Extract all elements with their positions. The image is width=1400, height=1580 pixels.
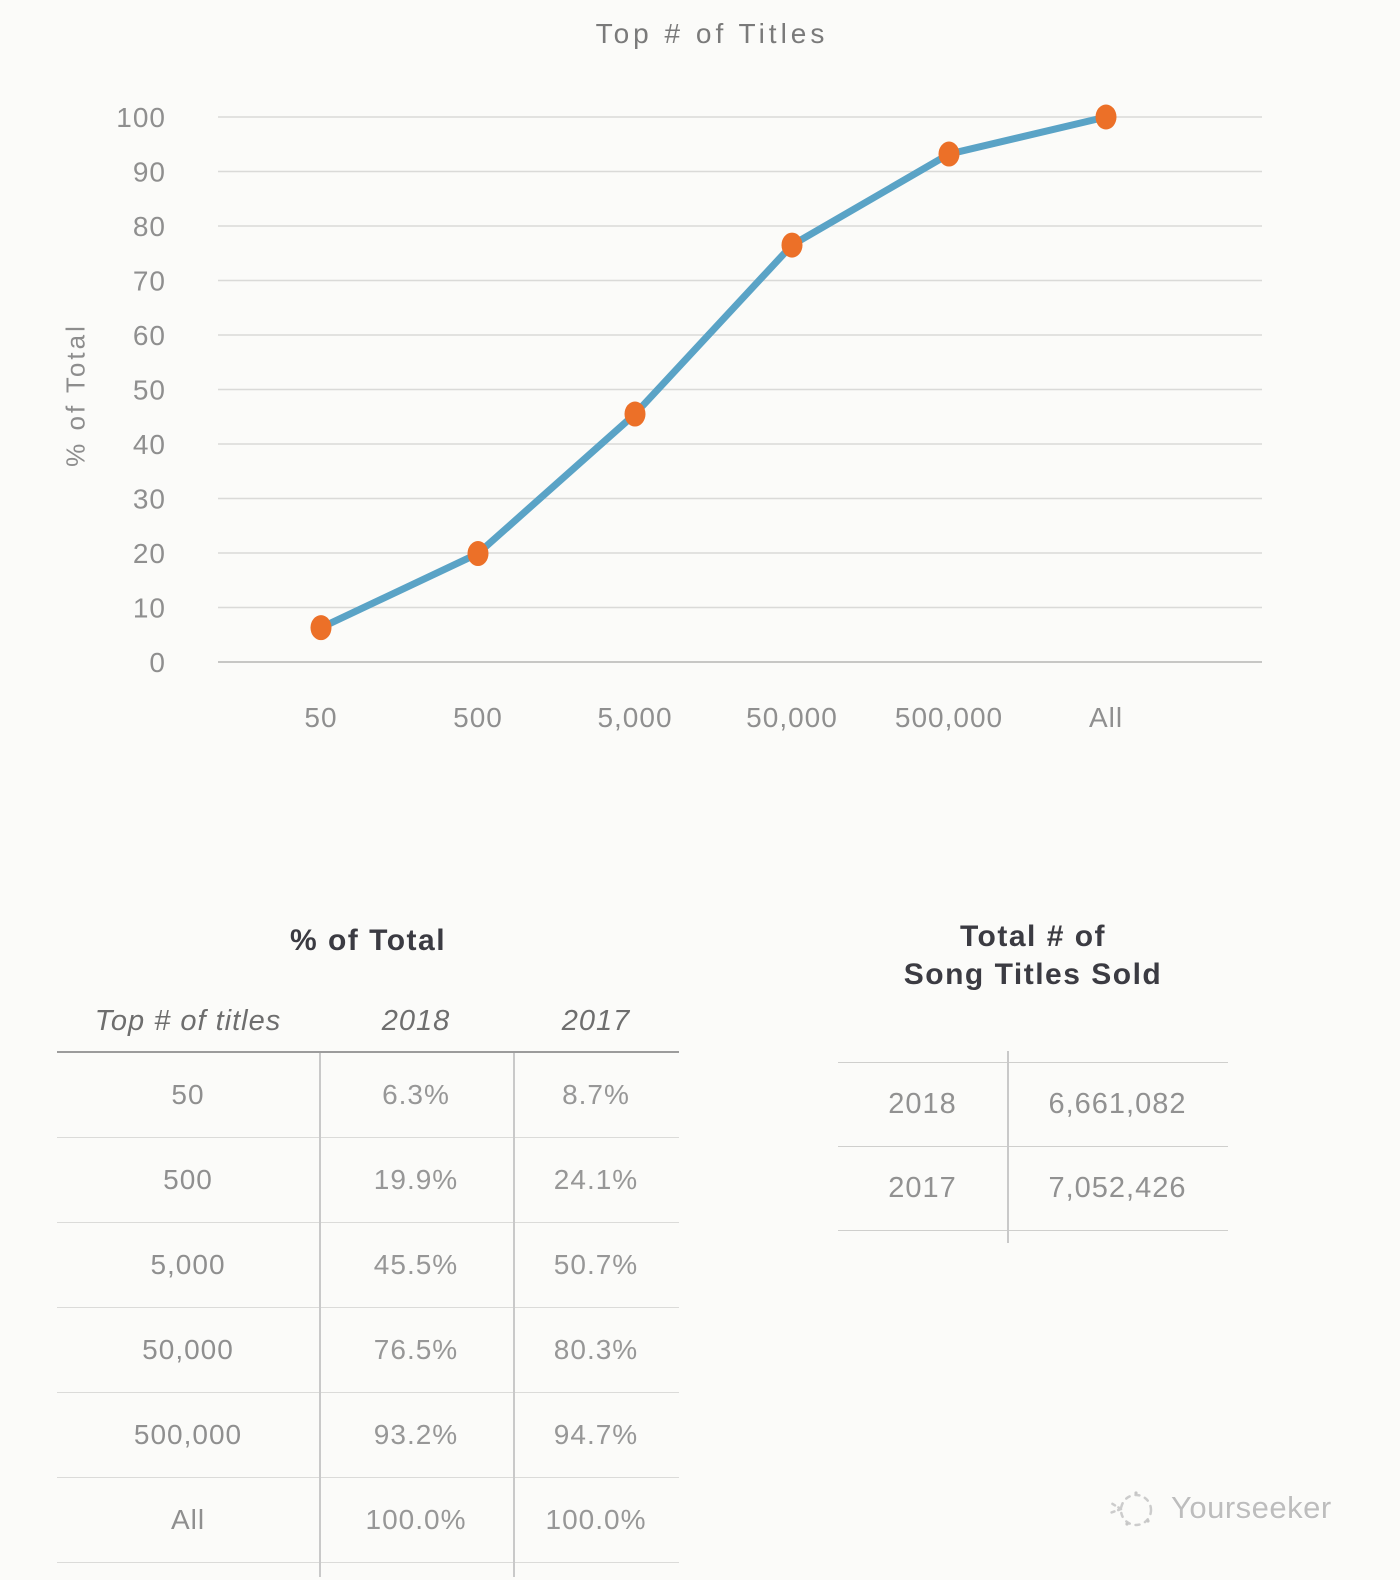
y-tick-label: 100 <box>116 102 166 133</box>
data-point-marker <box>938 141 960 167</box>
x-tick-label: 500,000 <box>895 702 1003 733</box>
table-cell: 19.9% <box>373 1164 459 1195</box>
table-row: 2017 7,052,426 <box>838 1147 1228 1231</box>
table-cell: 6.3% <box>382 1079 450 1110</box>
data-point-marker <box>624 401 646 427</box>
data-point-marker <box>310 615 332 641</box>
column-divider <box>1007 1051 1009 1243</box>
y-tick-label: 10 <box>133 593 166 624</box>
y-tick-label: 30 <box>133 484 166 515</box>
percent-table-body: 50 6.3% 8.7% 500 19.9% 24.1% 5,000 45.5% 50.7% 50… <box>57 1053 679 1563</box>
y-tick-label: 60 <box>133 320 166 351</box>
watermark-label: Yourseeker <box>1171 1490 1332 1525</box>
table-cell: 94.7% <box>553 1419 639 1450</box>
table-row: 2018 6,661,082 <box>838 1063 1228 1147</box>
table-cell: 5,000 <box>150 1249 226 1280</box>
table-cell: 45.5% <box>373 1249 459 1280</box>
column-divider <box>513 1053 515 1577</box>
column-divider <box>319 1053 321 1577</box>
table-row: 500,000 93.2% 94.7% <box>57 1393 679 1478</box>
column-header-titles: Top # of titles <box>94 1004 282 1037</box>
totals-table-title: Total # of Song Titles Sold <box>838 918 1228 994</box>
table-row: 50,000 76.5% 80.3% <box>57 1308 679 1393</box>
y-tick-label: 90 <box>133 157 166 188</box>
table-cell: 2018 <box>888 1088 957 1120</box>
table-cell: 100.0% <box>545 1504 647 1535</box>
column-header-2017: 2017 <box>561 1004 631 1037</box>
table-cell: 24.1% <box>553 1164 639 1195</box>
table-cell: 2017 <box>888 1172 957 1204</box>
y-tick-label: 40 <box>133 429 166 460</box>
data-point-marker <box>781 232 803 258</box>
totals-title-line1: Total # of <box>959 920 1107 953</box>
percent-table-title: % of Total <box>289 924 447 957</box>
sketch-circle-icon <box>1108 1491 1153 1527</box>
watermark: Yourseeker <box>1103 1479 1332 1537</box>
table-row: 5,000 45.5% 50.7% <box>57 1223 679 1308</box>
table-cell: All <box>170 1504 206 1535</box>
x-tick-label: 5,000 <box>597 702 672 733</box>
table-cell: 500 <box>163 1164 213 1195</box>
x-tick-label: 50 <box>304 702 337 733</box>
totals-table-body: 2018 6,661,082 2017 7,052,426 <box>838 1062 1228 1231</box>
table-cell: 8.7% <box>562 1079 630 1110</box>
table-cell: 50,000 <box>142 1334 234 1365</box>
table-row: 50 6.3% 8.7% <box>57 1053 679 1138</box>
table-cell: 76.5% <box>373 1334 459 1365</box>
x-tick-label: All <box>1089 702 1123 733</box>
y-tick-label: 20 <box>133 538 166 569</box>
table-cell: 100.0% <box>365 1504 467 1535</box>
table-cell: 93.2% <box>373 1419 459 1450</box>
table-row: All 100.0% 100.0% <box>57 1478 679 1563</box>
table-cell: 6,661,082 <box>1048 1088 1187 1120</box>
x-tick-label: 50,000 <box>746 702 838 733</box>
table-cell: 50.7% <box>553 1249 639 1280</box>
data-point-marker <box>1095 104 1117 130</box>
table-row: 500 19.9% 24.1% <box>57 1138 679 1223</box>
x-tick-label: 500 <box>453 702 503 733</box>
table-cell: 500,000 <box>133 1419 243 1450</box>
chart-title: Top # of Titles <box>595 18 829 49</box>
y-tick-label: 0 <box>149 647 166 678</box>
data-point-marker <box>467 541 489 567</box>
table-cell: 80.3% <box>553 1334 639 1365</box>
totals-title-line2: Song Titles Sold <box>903 958 1163 991</box>
table-cell: 50 <box>171 1079 205 1110</box>
column-header-2018: 2018 <box>381 1004 451 1037</box>
table-cell: 7,052,426 <box>1048 1172 1187 1204</box>
header-underline <box>57 1051 679 1053</box>
series-line <box>317 113 1110 632</box>
y-tick-label: 80 <box>133 211 166 242</box>
line-chart: 0 10 20 30 40 50 60 70 80 90 100 50 500 5,000 50,000 50… <box>116 102 1262 733</box>
y-tick-label: 50 <box>133 375 166 406</box>
y-tick-label: 70 <box>133 266 166 297</box>
percent-table-header: Top # of titles 2018 2017 <box>57 992 679 1050</box>
